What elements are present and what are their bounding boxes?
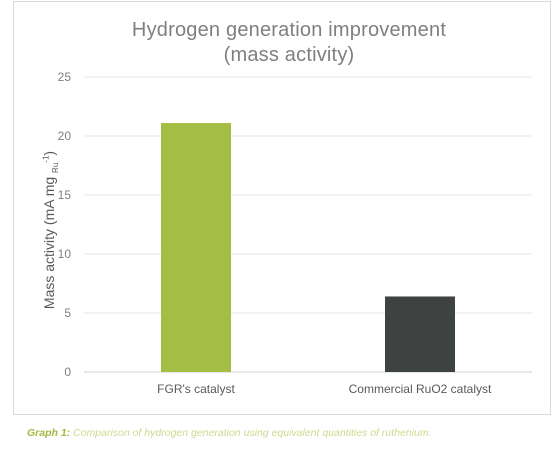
y-tick-label: 0	[64, 365, 71, 379]
caption-text: Comparison of hydrogen generation using …	[70, 427, 432, 439]
y-tick-label: 20	[58, 129, 72, 143]
x-tick-label: Commercial RuO2 catalyst	[349, 382, 492, 396]
figure-caption: Graph 1: Comparison of hydrogen generati…	[27, 427, 557, 439]
y-tick-label: 25	[58, 70, 72, 84]
bar	[385, 296, 455, 372]
chart-frame	[13, 1, 551, 415]
x-tick-label: FGR's catalyst	[157, 382, 235, 396]
caption-tag: Graph 1:	[27, 427, 71, 439]
y-tick-label: 10	[58, 247, 72, 261]
chart-plot: 0 5 10 15 20 25 FGR's catalyst Commercial RuO2 …	[58, 70, 532, 396]
chart-title-line2: (mass activity)	[223, 44, 355, 66]
chart-title: Hydrogen generation improvement (mass ac…	[0, 18, 558, 68]
y-tick-label: 5	[64, 306, 71, 320]
chart-title-line1: Hydrogen generation improvement	[131, 19, 447, 41]
bar	[161, 123, 231, 373]
y-tick-label: 15	[58, 188, 72, 202]
